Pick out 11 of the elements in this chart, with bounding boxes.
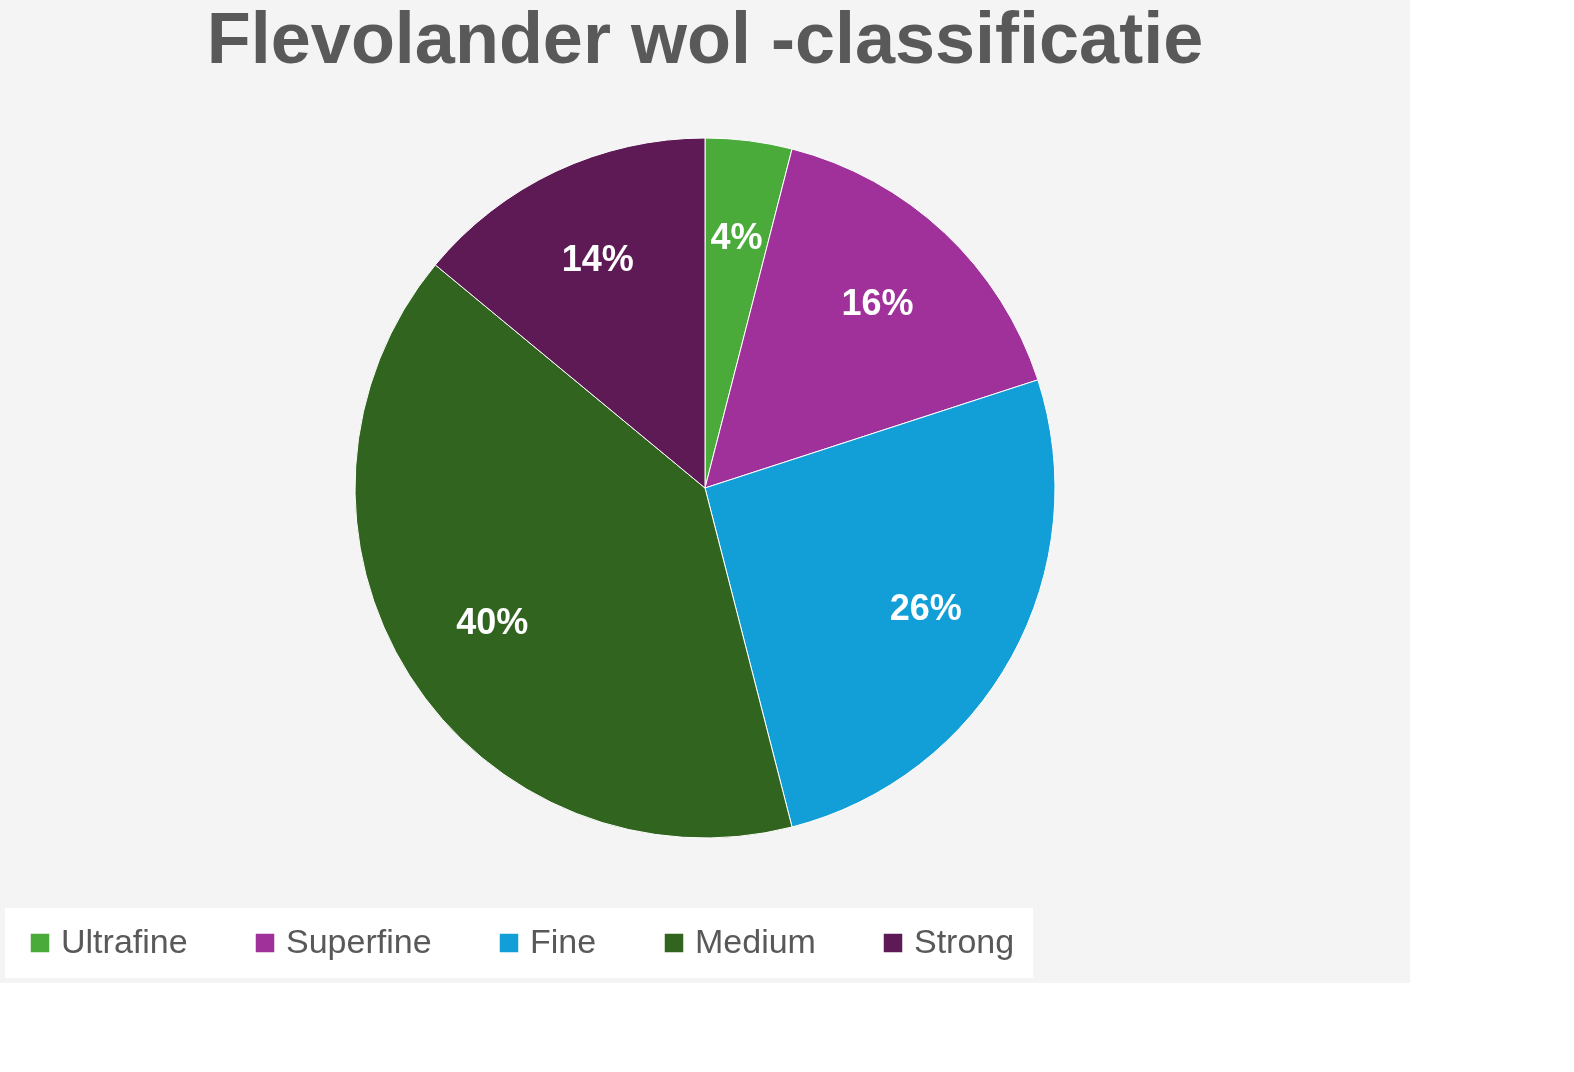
data-label: 14% xyxy=(561,237,634,279)
legend-label: Superfine xyxy=(286,922,432,960)
data-label: 4% xyxy=(710,215,763,257)
data-label: 26% xyxy=(889,587,962,629)
legend-label: Medium xyxy=(695,922,816,960)
data-label: 16% xyxy=(841,282,914,324)
data-label: 40% xyxy=(456,601,529,643)
chart-title: Flevolander wol -classificatie xyxy=(206,0,1204,78)
legend-label: Strong xyxy=(914,922,1015,960)
legend-label: Fine xyxy=(530,922,597,960)
legend-label: Ultrafine xyxy=(61,922,188,960)
